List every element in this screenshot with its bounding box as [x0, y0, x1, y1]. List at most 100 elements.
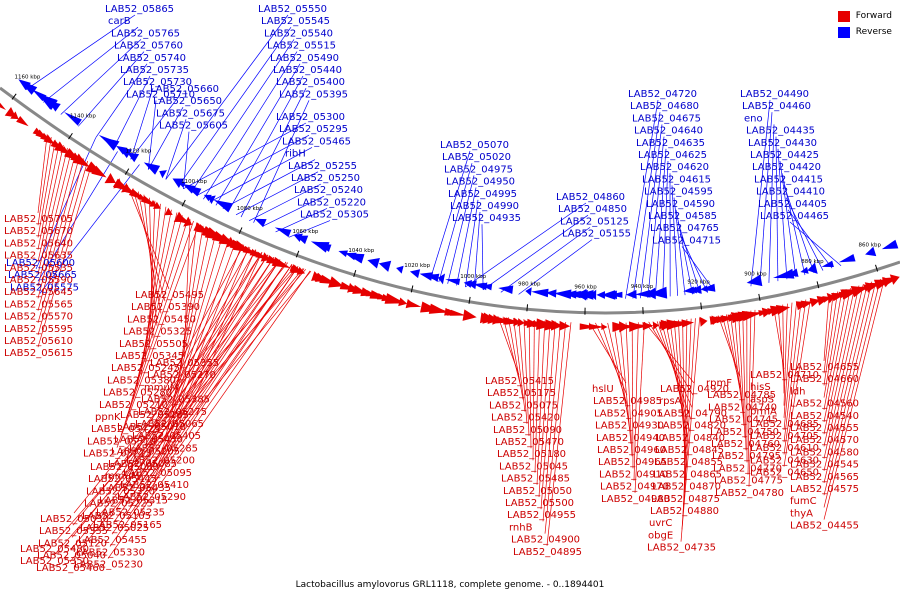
forward-gene-label: LAB52_05645: [4, 287, 73, 298]
forward-gene-label: LAB52_05350: [20, 556, 89, 567]
reverse-gene-arrow: [177, 180, 186, 188]
reverse-gene-arrow: [367, 257, 380, 269]
forward-label-leader: [823, 290, 843, 398]
reverse-gene-arrow: [525, 287, 532, 296]
scale-tick-label: 880 kbp: [801, 259, 824, 265]
reverse-gene-arrow: [787, 268, 799, 277]
forward-label-leader: [109, 268, 305, 547]
reverse-label-leader: [60, 39, 142, 115]
reverse-gene-label: LAB52_05240: [294, 185, 363, 196]
reverse-gene-label: LAB52_05760: [114, 41, 183, 52]
forward-gene-arrow: [152, 201, 161, 209]
forward-label-leader: [823, 289, 847, 410]
forward-label-leader: [783, 303, 788, 406]
reverse-gene-arrow: [625, 289, 637, 299]
forward-gene-label: rnhB: [509, 522, 533, 533]
reverse-label-leader: [777, 148, 788, 280]
forward-label-leader: [747, 310, 752, 475]
reverse-gene-label: LAB52_04765: [650, 223, 719, 234]
reverse-label-leader: [775, 136, 779, 282]
reverse-label-leader: [178, 26, 292, 187]
scale-tick-label: 1160 kbp: [14, 75, 40, 81]
reverse-gene-label: LAB52_04675: [632, 113, 701, 124]
reverse-gene-arrow: [345, 253, 365, 264]
forward-gene-label: LAB52_05050: [503, 486, 572, 497]
forward-gene-label: LAB52_04840: [656, 433, 725, 444]
reverse-label-leader: [147, 107, 184, 170]
scale-tick-label: 1120 kbp: [126, 148, 152, 154]
reverse-gene-label: LAB52_04460: [742, 101, 811, 112]
scale-tick-label: 860 kbp: [859, 243, 882, 249]
reverse-label-leader: [632, 112, 661, 299]
forward-gene-label: LAB52_05470: [495, 437, 564, 448]
reverse-label-leader: [130, 94, 181, 160]
reverse-label-leader: [37, 151, 118, 282]
reverse-label-leader: [196, 134, 310, 196]
forward-gene-arrow: [449, 309, 467, 316]
forward-gene-arrow: [809, 297, 821, 308]
forward-gene-label: LAB52_05390: [131, 302, 200, 313]
forward-gene-label: LAB52_05670: [4, 226, 73, 237]
forward-label-leader: [523, 319, 530, 437]
forward-label-leader: [156, 246, 250, 467]
reverse-gene-arrow: [48, 101, 61, 112]
forward-gene-arrow: [91, 165, 107, 178]
forward-label-leader: [631, 322, 634, 469]
forward-label-leader: [823, 293, 830, 362]
reverse-gene-label: LAB52_05125: [560, 216, 629, 227]
forward-gene-label: LAB52_04575: [790, 484, 859, 495]
reverse-gene-arrow: [649, 286, 668, 299]
forward-label-leader: [37, 153, 76, 299]
reverse-gene-label: LAB52_04590: [646, 199, 715, 210]
reverse-gene-arrow: [159, 170, 167, 179]
reverse-gene-arrow: [800, 266, 809, 274]
reverse-gene-arrow: [127, 152, 140, 163]
scale-tick-label: 1020 kbp: [404, 263, 430, 269]
forward-gene-label: LAB52_04940: [596, 433, 665, 444]
forward-label-leader: [783, 298, 811, 467]
reverse-gene-label: LAB52_04635: [636, 138, 705, 149]
forward-gene-arrow: [559, 320, 571, 331]
forward-label-leader: [538, 321, 551, 498]
forward-label-leader: [507, 317, 524, 400]
forward-label-leader: [823, 287, 851, 423]
forward-gene-arrow: [536, 318, 554, 330]
reverse-gene-label: LAB52_05730: [123, 77, 192, 88]
forward-gene-label: LAB52_05075: [489, 400, 558, 411]
forward-gene-label: fumC: [790, 496, 817, 507]
forward-gene-label: LAB52_05280: [103, 388, 172, 399]
reverse-gene-arrow: [821, 260, 834, 268]
forward-gene-label: LAB52_04955: [507, 510, 576, 521]
reverse-gene-arrow: [203, 194, 212, 202]
reverse-gene-arrow: [378, 260, 392, 272]
forward-gene-label: LAB52_05230: [74, 560, 143, 571]
reverse-label-leader: [677, 221, 701, 294]
reverse-gene-arrow: [396, 265, 404, 274]
reverse-label-leader: [215, 63, 301, 206]
forward-gene-label: LAB52_05080: [90, 462, 159, 473]
scale-tick-label: 1080 kbp: [237, 206, 263, 212]
forward-gene-label: LAB52_05480: [20, 544, 89, 555]
reverse-gene-arrow: [172, 178, 184, 189]
forward-gene-label: LAB52_05235: [96, 508, 165, 519]
forward-label-leader: [783, 302, 793, 418]
forward-gene-arrow: [408, 300, 422, 308]
scale-ticks: 1160 kbp 1140 kbp 1120 kbp 1100 kbp 1080 kbp…: [11, 75, 882, 315]
forward-label-leader: [53, 266, 299, 544]
reverse-gene-label: LAB52_04860: [556, 192, 625, 203]
reverse-gene-arrow: [596, 291, 605, 299]
forward-gene-arrow: [642, 321, 654, 331]
forward-gene-arrow: [517, 318, 525, 327]
forward-gene-arrow: [10, 111, 19, 120]
forward-gene-label: hslU: [592, 384, 614, 395]
forward-gene-label: LAB52_05025: [80, 523, 149, 534]
forward-gene-label: LAB52_05085: [108, 459, 177, 470]
forward-gene-label: LAB52_04775: [714, 476, 783, 487]
reverse-gene-label: LAB52_04935: [452, 213, 521, 224]
reverse-label-leader: [275, 208, 328, 233]
reverse-gene-label: LAB52_05765: [111, 28, 180, 39]
scale-tick-label: 1100 kbp: [181, 179, 207, 185]
forward-gene-label: rpmF: [706, 378, 732, 389]
reverse-gene-arrow: [445, 278, 461, 286]
forward-gene-label: LAB52_05570: [4, 312, 73, 323]
